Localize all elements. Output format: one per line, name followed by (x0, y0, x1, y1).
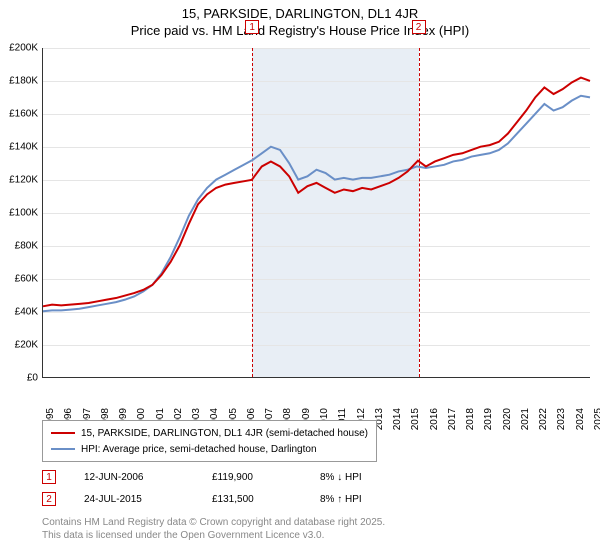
event-num-0: 1 (42, 470, 56, 484)
legend-item-1: HPI: Average price, semi-detached house,… (51, 441, 368, 457)
y-tick-label: £140K (9, 142, 38, 153)
y-tick-label: £60K (15, 274, 38, 285)
chart-marker: 1 (245, 20, 259, 34)
footer-line1: Contains HM Land Registry data © Crown c… (42, 516, 385, 529)
chart-plot-area: 12 (42, 48, 590, 378)
chart-marker: 2 (412, 20, 426, 34)
title-line2: Price paid vs. HM Land Registry's House … (0, 23, 600, 38)
legend: 15, PARKSIDE, DARLINGTON, DL1 4JR (semi-… (42, 420, 377, 462)
chart-container: 15, PARKSIDE, DARLINGTON, DL1 4JR Price … (0, 0, 600, 560)
event-diff-1: 8% ↑ HPI (320, 494, 400, 505)
series-lines (43, 48, 590, 377)
legend-label-0: 15, PARKSIDE, DARLINGTON, DL1 4JR (semi-… (81, 428, 368, 439)
legend-swatch-0 (51, 432, 75, 434)
y-tick-label: £80K (15, 241, 38, 252)
title-block: 15, PARKSIDE, DARLINGTON, DL1 4JR Price … (0, 0, 600, 38)
x-tick-label: 2014 (392, 408, 403, 430)
event-date-1: 24-JUL-2015 (84, 494, 184, 505)
title-line1: 15, PARKSIDE, DARLINGTON, DL1 4JR (0, 6, 600, 21)
footer: Contains HM Land Registry data © Crown c… (42, 516, 385, 542)
event-num-1: 2 (42, 492, 56, 506)
legend-label-1: HPI: Average price, semi-detached house,… (81, 444, 317, 455)
event-date-0: 12-JUN-2006 (84, 472, 184, 483)
y-tick-label: £100K (9, 208, 38, 219)
x-tick-label: 2017 (447, 408, 458, 430)
x-tick-label: 2021 (520, 408, 531, 430)
series-line-1 (43, 96, 590, 311)
x-tick-label: 2018 (465, 408, 476, 430)
x-tick-label: 2024 (575, 408, 586, 430)
x-tick-label: 2023 (556, 408, 567, 430)
y-tick-label: £120K (9, 175, 38, 186)
event-price-0: £119,900 (212, 472, 292, 483)
x-tick-label: 2025 (593, 408, 600, 430)
legend-swatch-1 (51, 448, 75, 450)
y-tick-label: £20K (15, 340, 38, 351)
x-tick-label: 2015 (410, 408, 421, 430)
y-tick-label: £200K (9, 43, 38, 54)
event-price-1: £131,500 (212, 494, 292, 505)
y-tick-label: £40K (15, 307, 38, 318)
event-row-0: 1 12-JUN-2006 £119,900 8% ↓ HPI (42, 466, 400, 488)
footer-line2: This data is licensed under the Open Gov… (42, 529, 385, 542)
x-tick-label: 2016 (429, 408, 440, 430)
x-tick-label: 2019 (483, 408, 494, 430)
event-diff-0: 8% ↓ HPI (320, 472, 400, 483)
y-tick-label: £180K (9, 76, 38, 87)
x-tick-label: 2022 (538, 408, 549, 430)
series-line-0 (43, 78, 590, 307)
x-tick-label: 2020 (502, 408, 513, 430)
event-row-1: 2 24-JUL-2015 £131,500 8% ↑ HPI (42, 488, 400, 510)
events-table: 1 12-JUN-2006 £119,900 8% ↓ HPI 2 24-JUL… (42, 466, 400, 510)
legend-item-0: 15, PARKSIDE, DARLINGTON, DL1 4JR (semi-… (51, 425, 368, 441)
y-tick-label: £160K (9, 109, 38, 120)
y-tick-label: £0 (27, 373, 38, 384)
